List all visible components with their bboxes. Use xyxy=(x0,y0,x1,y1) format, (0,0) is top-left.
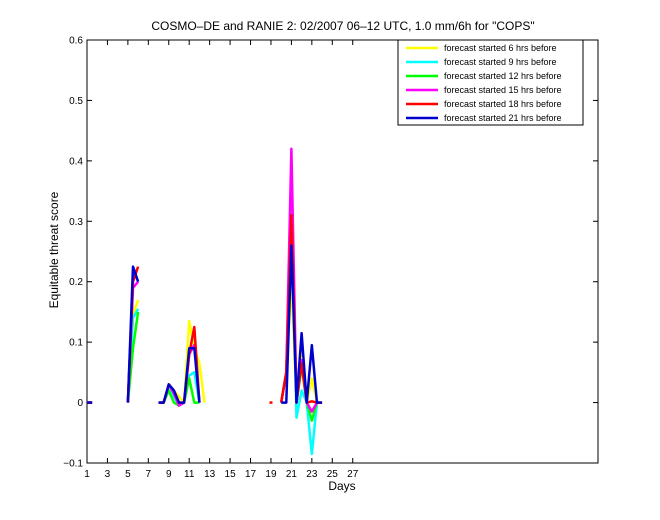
x-tick-label: 25 xyxy=(327,469,339,480)
legend-label: forecast started 21 hrs before xyxy=(444,113,562,123)
y-axis-label: Equitable threat score xyxy=(47,191,61,308)
series-line-5 xyxy=(126,265,140,403)
legend-label: forecast started 9 hrs before xyxy=(444,57,557,67)
series-lines xyxy=(87,147,323,456)
legend-label: forecast started 15 hrs before xyxy=(444,85,562,95)
x-tick-label: 7 xyxy=(146,469,152,480)
x-tick-label: 15 xyxy=(225,469,237,480)
x-tick-label: 5 xyxy=(125,469,131,480)
series-line-5 xyxy=(158,346,201,404)
legend: forecast started 6 hrs before forecast st… xyxy=(397,39,584,126)
x-tick-label: 13 xyxy=(204,469,216,480)
x-tick-label: 17 xyxy=(245,469,257,480)
legend-label: forecast started 12 hrs before xyxy=(444,71,562,81)
y-tick-label: 0.2 xyxy=(69,277,83,288)
x-tick-label: 21 xyxy=(286,469,298,480)
x-tick-label: 11 xyxy=(184,469,195,480)
legend-box xyxy=(397,39,584,126)
y-tick-label: 0 xyxy=(77,398,83,409)
x-tick-label: 9 xyxy=(166,469,172,480)
y-tick-label: −0.1 xyxy=(63,459,83,470)
series-line-5 xyxy=(281,244,323,404)
y-tick-label: 0.5 xyxy=(69,96,83,107)
y-tick-label: 0.6 xyxy=(69,36,83,47)
legend-label: forecast started 6 hrs before xyxy=(444,43,557,53)
chart-title: COSMO–DE and RANIE 2: 02/2007 06–12 UTC,… xyxy=(151,19,534,33)
legend-label: forecast started 18 hrs before xyxy=(444,99,562,109)
y-tick-label: 0.1 xyxy=(69,338,83,349)
x-tick-label: 27 xyxy=(347,469,359,480)
x-axis: 1 3 5 7 9 11 13 15 17 19 21 23 25 27 xyxy=(84,40,359,480)
x-tick-label: 1 xyxy=(84,469,90,480)
y-tick-label: 0.3 xyxy=(69,217,83,228)
y-axis: −0.1 0 0.1 0.2 0.3 0.4 0.5 0.6 xyxy=(63,36,598,470)
y-tick-label: 0.4 xyxy=(69,156,83,167)
x-tick-label: 3 xyxy=(105,469,111,480)
x-tick-label: 23 xyxy=(306,469,318,480)
x-axis-label: Days xyxy=(328,479,355,493)
x-tick-label: 19 xyxy=(265,469,277,480)
